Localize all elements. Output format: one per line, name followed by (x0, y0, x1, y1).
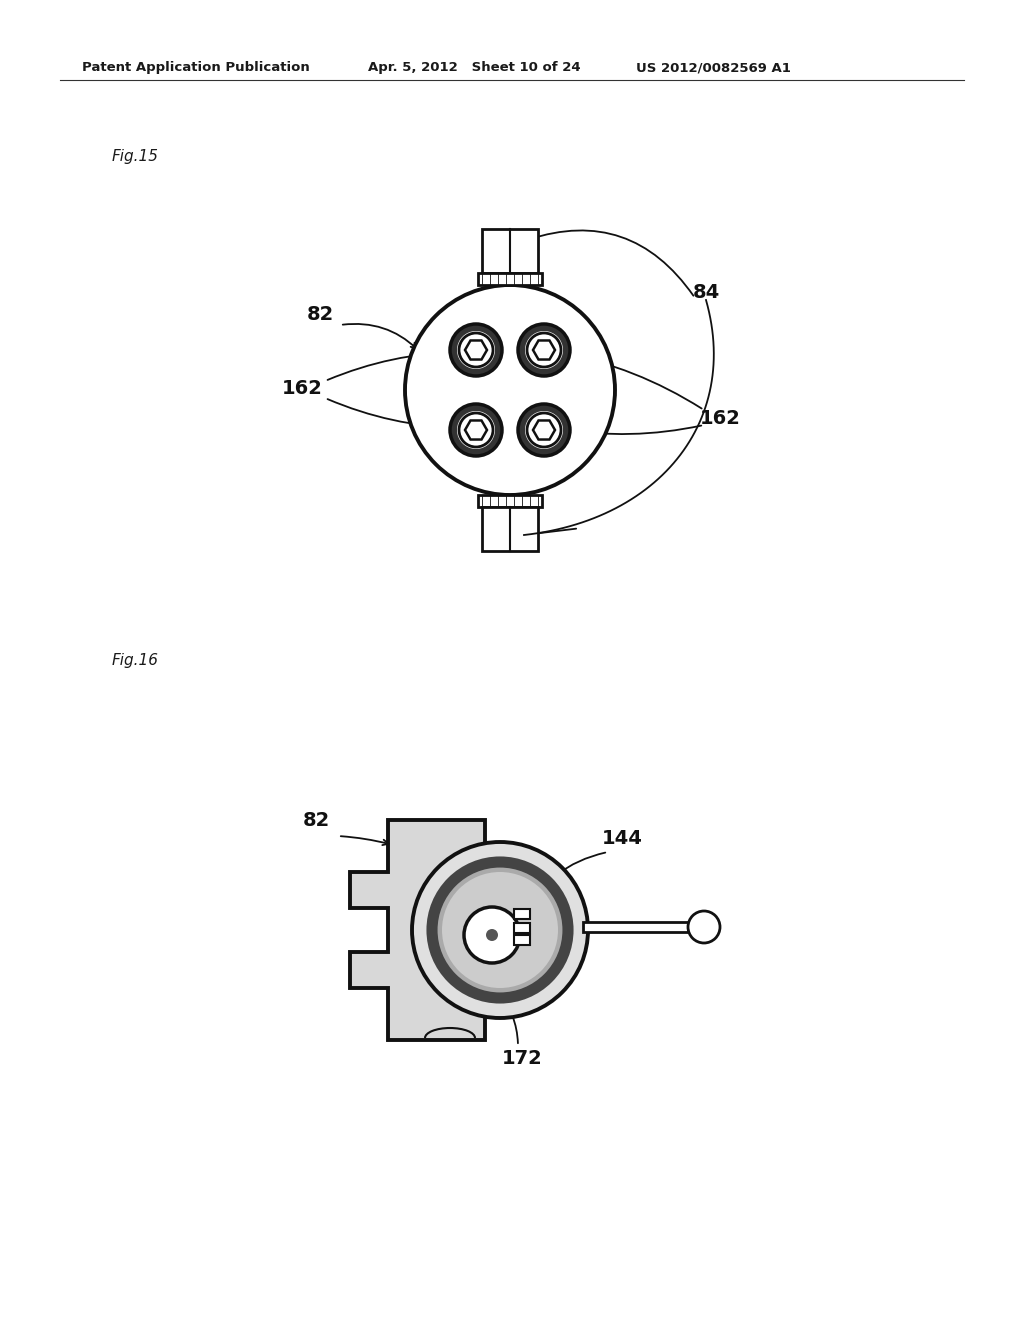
Circle shape (459, 333, 493, 367)
Polygon shape (465, 341, 487, 359)
Text: Patent Application Publication: Patent Application Publication (82, 62, 309, 74)
Circle shape (432, 862, 568, 998)
Circle shape (688, 911, 720, 942)
Bar (478, 273, 542, 285)
Circle shape (525, 331, 563, 370)
Bar (478, 495, 542, 507)
Text: US 2012/0082569 A1: US 2012/0082569 A1 (636, 62, 791, 74)
Circle shape (527, 333, 561, 367)
Circle shape (527, 413, 561, 447)
Polygon shape (465, 421, 487, 440)
Text: 84: 84 (692, 282, 720, 301)
Circle shape (406, 285, 615, 495)
Text: Fig.16: Fig.16 (112, 652, 159, 668)
Circle shape (486, 929, 498, 941)
Text: Fig.15: Fig.15 (112, 149, 159, 165)
Circle shape (459, 413, 493, 447)
Circle shape (525, 411, 563, 449)
Text: 144: 144 (601, 829, 642, 847)
Circle shape (412, 842, 588, 1018)
Text: 162: 162 (282, 379, 323, 397)
Circle shape (450, 323, 502, 376)
Text: 162: 162 (699, 408, 740, 428)
Bar (514, 935, 530, 945)
Polygon shape (534, 421, 555, 440)
Polygon shape (350, 820, 485, 1040)
Circle shape (457, 411, 495, 449)
Circle shape (442, 873, 558, 987)
Bar (514, 909, 530, 919)
Circle shape (450, 404, 502, 455)
Circle shape (457, 331, 495, 370)
Text: 82: 82 (302, 810, 330, 829)
Bar (514, 923, 530, 933)
Bar (583, 921, 688, 932)
Bar (482, 228, 538, 273)
Bar (482, 507, 538, 550)
Polygon shape (534, 341, 555, 359)
Circle shape (464, 907, 520, 964)
Text: 82: 82 (306, 305, 334, 325)
Text: 172: 172 (502, 1048, 543, 1068)
Circle shape (518, 323, 570, 376)
Text: Apr. 5, 2012   Sheet 10 of 24: Apr. 5, 2012 Sheet 10 of 24 (368, 62, 581, 74)
Circle shape (518, 404, 570, 455)
